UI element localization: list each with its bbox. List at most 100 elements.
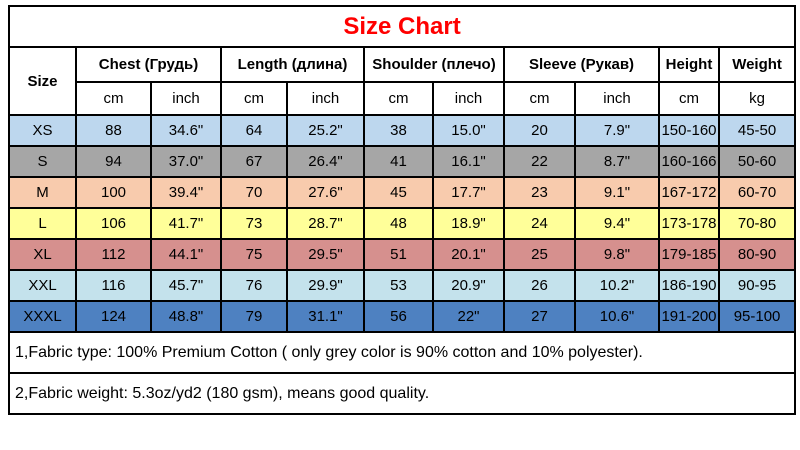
page-title: Size Chart (7, 5, 797, 48)
column-header-height: Height (658, 46, 720, 83)
table-row-s: S 94 37.0" 67 26.4" 41 16.1" 22 8.7" 160… (8, 145, 797, 178)
data-cell: 29.9" (286, 269, 365, 302)
data-cell: 94 (75, 145, 152, 178)
unit-height-cm: cm (658, 81, 720, 116)
data-cell: 100 (75, 176, 152, 209)
unit-weight-kg: kg (717, 81, 797, 116)
data-cell: 70-80 (717, 207, 797, 240)
data-cell: 106 (75, 207, 152, 240)
unit-length-inch: inch (286, 81, 365, 116)
data-cell: 20 (503, 114, 576, 147)
data-cell: 18.9" (432, 207, 505, 240)
data-cell: 7.9" (574, 114, 660, 147)
fabric-type-note: 1,Fabric type: 100% Premium Cotton ( onl… (7, 331, 797, 374)
column-header-length: Length (длина) (220, 46, 365, 83)
data-cell: 88 (75, 114, 152, 147)
unit-shoulder-cm: cm (363, 81, 434, 116)
data-cell: 27 (503, 300, 576, 333)
data-cell: 26 (503, 269, 576, 302)
data-cell: 173-178 (658, 207, 720, 240)
data-cell: 20.1" (432, 238, 505, 271)
data-cell: 28.7" (286, 207, 365, 240)
data-cell: 45 (363, 176, 434, 209)
data-cell: 41.7" (150, 207, 222, 240)
size-cell: XXL (8, 269, 77, 302)
data-cell: 29.5" (286, 238, 365, 271)
header-group-row: Size Chest (Грудь) Length (длина) Should… (8, 46, 797, 116)
data-cell: 25 (503, 238, 576, 271)
data-cell: 17.7" (432, 176, 505, 209)
data-cell: 10.6" (574, 300, 660, 333)
data-cell: 38 (363, 114, 434, 147)
column-header-weight: Weight (717, 46, 797, 83)
fabric-type-note-row: 1,Fabric type: 100% Premium Cotton ( onl… (7, 331, 797, 374)
data-cell: 64 (220, 114, 288, 147)
data-cell: 160-166 (658, 145, 720, 178)
table-row-xl: XL 112 44.1" 75 29.5" 51 20.1" 25 9.8" 1… (8, 238, 797, 271)
data-cell: 150-160 (658, 114, 720, 147)
table-row-l: L 106 41.7" 73 28.7" 48 18.9" 24 9.4" 17… (8, 207, 797, 240)
data-cell: 22" (432, 300, 505, 333)
data-cell: 186-190 (658, 269, 720, 302)
size-cell: L (8, 207, 77, 240)
data-cell: 76 (220, 269, 288, 302)
table-row-m: M 100 39.4" 70 27.6" 45 17.7" 23 9.1" 16… (8, 176, 797, 209)
data-cell: 70 (220, 176, 288, 209)
data-cell: 9.4" (574, 207, 660, 240)
data-cell: 179-185 (658, 238, 720, 271)
size-cell: S (8, 145, 77, 178)
size-cell: XL (8, 238, 77, 271)
unit-sleeve-inch: inch (574, 81, 660, 116)
unit-sleeve-cm: cm (503, 81, 576, 116)
size-chart: Size Chart Size Chest (Грудь) Length (дл… (7, 5, 797, 415)
data-cell: 60-70 (717, 176, 797, 209)
data-cell: 45-50 (717, 114, 797, 147)
table-row-xs: XS 88 34.6" 64 25.2" 38 15.0" 20 7.9" 15… (8, 114, 797, 147)
data-cell: 24 (503, 207, 576, 240)
size-cell: M (8, 176, 77, 209)
data-cell: 39.4" (150, 176, 222, 209)
column-header-chest: Chest (Грудь) (75, 46, 222, 83)
data-cell: 34.6" (150, 114, 222, 147)
data-cell: 116 (75, 269, 152, 302)
title-row: Size Chart (7, 5, 797, 48)
data-cell: 50-60 (717, 145, 797, 178)
data-cell: 53 (363, 269, 434, 302)
table-row-xxl: XXL 116 45.7" 76 29.9" 53 20.9" 26 10.2"… (8, 269, 797, 302)
unit-shoulder-inch: inch (432, 81, 505, 116)
data-cell: 80-90 (717, 238, 797, 271)
data-cell: 56 (363, 300, 434, 333)
data-cell: 20.9" (432, 269, 505, 302)
data-cell: 15.0" (432, 114, 505, 147)
data-cell: 167-172 (658, 176, 720, 209)
size-cell: XS (8, 114, 77, 147)
data-cell: 9.1" (574, 176, 660, 209)
data-cell: 27.6" (286, 176, 365, 209)
data-cell: 10.2" (574, 269, 660, 302)
unit-chest-inch: inch (150, 81, 222, 116)
data-cell: 48.8" (150, 300, 222, 333)
column-header-sleeve: Sleeve (Рукав) (503, 46, 660, 83)
data-cell: 22 (503, 145, 576, 178)
size-chart-table: Size Chart Size Chest (Грудь) Length (дл… (7, 5, 797, 415)
data-cell: 79 (220, 300, 288, 333)
unit-length-cm: cm (220, 81, 288, 116)
column-header-shoulder: Shoulder (плечо) (363, 46, 505, 83)
fabric-weight-note: 2,Fabric weight: 5.3oz/yd2 (180 gsm), me… (7, 372, 797, 415)
data-cell: 75 (220, 238, 288, 271)
header-unit-row: cm inch cm inch cm inch cm inch cm kg (9, 81, 797, 116)
table-row-xxxl: XXXL 124 48.8" 79 31.1" 56 22" 27 10.6" … (8, 300, 797, 333)
data-cell: 44.1" (150, 238, 222, 271)
column-header-size: Size (8, 46, 77, 116)
data-cell: 67 (220, 145, 288, 178)
data-cell: 112 (75, 238, 152, 271)
data-cell: 90-95 (717, 269, 797, 302)
unit-chest-cm: cm (75, 81, 152, 116)
data-cell: 23 (503, 176, 576, 209)
data-cell: 124 (75, 300, 152, 333)
data-cell: 26.4" (286, 145, 365, 178)
data-cell: 16.1" (432, 145, 505, 178)
data-cell: 37.0" (150, 145, 222, 178)
data-cell: 45.7" (150, 269, 222, 302)
data-cell: 95-100 (717, 300, 797, 333)
